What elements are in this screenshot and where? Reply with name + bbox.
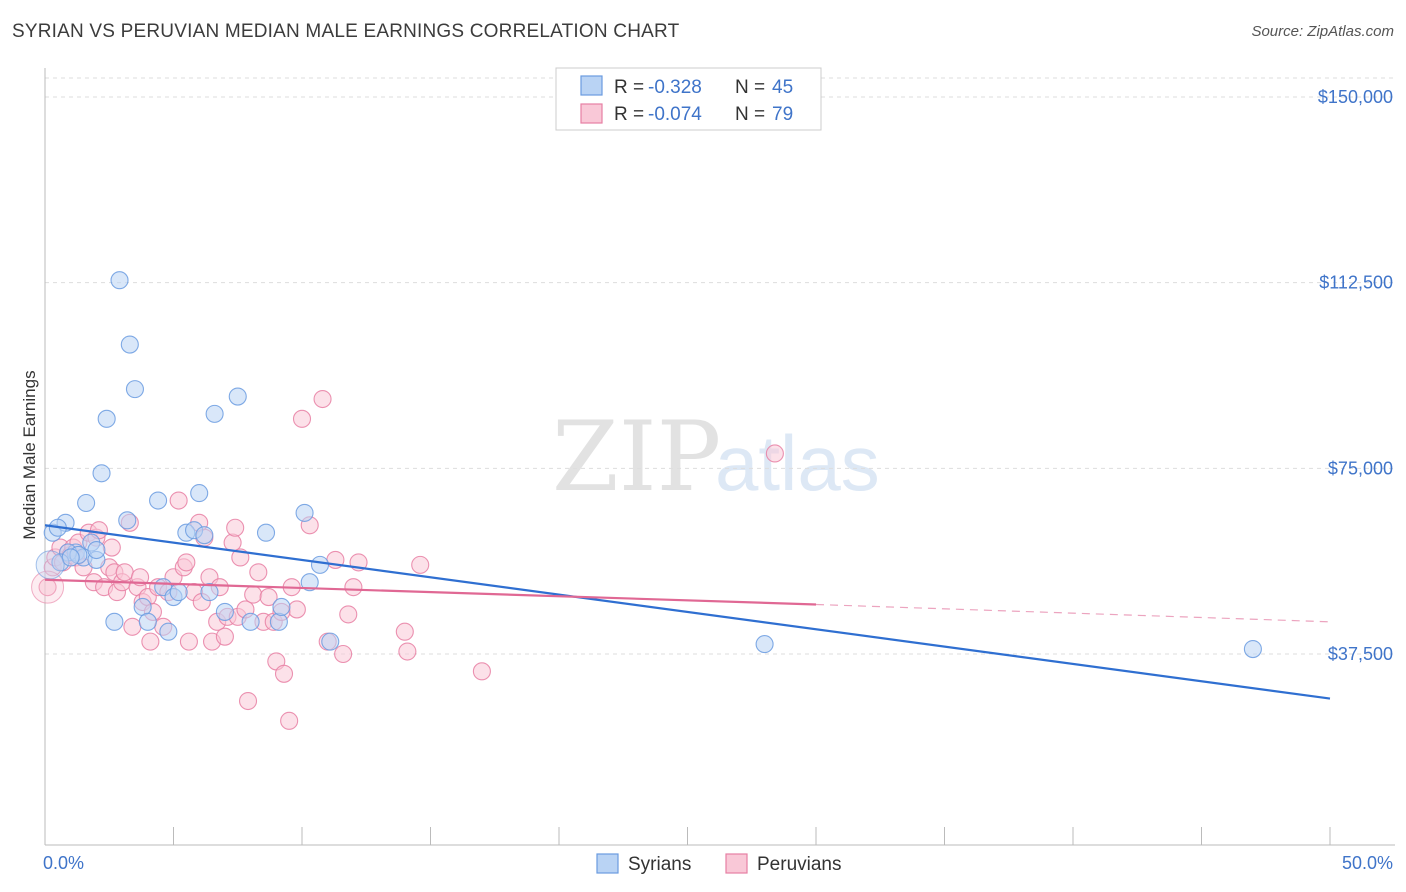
syrians-point (118, 511, 137, 530)
bottom-legend-swatch-peruvians (725, 853, 748, 874)
legend-r-label-peruvians: R = (614, 104, 644, 125)
legend-n-label-peruvians: N = (735, 104, 765, 125)
legend-n-value-syrians: 45 (772, 77, 793, 98)
peruvians-point (223, 533, 242, 552)
syrians-point (159, 622, 178, 641)
y-tick-label: $150,000 (1318, 87, 1393, 107)
peruvians-point (472, 662, 491, 681)
watermark-atlas: atlas (715, 419, 880, 507)
syrians-point (1243, 639, 1262, 659)
grid-lines (45, 77, 1395, 655)
legend-swatch-peruvians (580, 103, 603, 124)
syrians-trend-line-solid (44, 524, 1331, 700)
peruvians-point (274, 664, 294, 683)
legend-r-value-peruvians: -0.074 (648, 104, 702, 125)
peruvians-point (398, 642, 417, 661)
peruvians-point (238, 691, 258, 711)
syrians-point (755, 635, 774, 654)
syrians-points (35, 271, 1262, 659)
y-tick-labels: $37,500 $75,000 $112,500 $150,000 (1318, 87, 1393, 664)
bottom-legend-label-peruvians: Peruvians (757, 854, 842, 875)
bottom-legend-swatch-syrians (596, 853, 619, 874)
y-tick-label: $75,000 (1328, 458, 1393, 478)
syrians-point (295, 503, 314, 522)
peruvians-point (141, 632, 160, 651)
legend-n-label-syrians: N = (735, 77, 765, 98)
syrians-point (92, 464, 111, 483)
x-tick-label-start: 0.0% (43, 853, 84, 873)
syrians-point (310, 555, 330, 574)
trend-lines (44, 524, 1331, 700)
series-legend: Syrians Peruvians (596, 853, 842, 875)
axes (44, 68, 1395, 846)
peruvians-point (287, 600, 306, 619)
peruvians-point (131, 568, 150, 587)
peruvians-point (334, 644, 353, 664)
syrians-point (256, 523, 276, 542)
legend-swatch-syrians (580, 75, 603, 96)
chart-title: SYRIAN VS PERUVIAN MEDIAN MALE EARNINGS … (12, 21, 680, 42)
source-label: Source: ZipAtlas.com (1251, 23, 1394, 40)
peruvians-point (313, 389, 332, 409)
peruvians-point (215, 627, 234, 646)
bottom-legend-label-syrians: Syrians (628, 854, 691, 875)
peruvians-point (177, 553, 196, 572)
syrians-point (241, 612, 260, 631)
syrians-point (321, 632, 340, 651)
peruvians-point (102, 538, 121, 557)
syrians-point (215, 602, 234, 621)
syrians-point (120, 335, 139, 354)
peruvians-point (249, 563, 268, 582)
syrians-point (169, 583, 188, 602)
syrians-cluster-point (35, 550, 65, 580)
syrians-point (195, 526, 214, 545)
syrians-point (87, 540, 106, 560)
peruvians-point (292, 409, 312, 428)
legend-n-value-peruvians: 79 (772, 104, 793, 125)
syrians-point (110, 271, 129, 290)
legend-r-value-syrians: -0.328 (648, 77, 702, 98)
syrians-point (125, 380, 144, 399)
watermark-zip: ZIP (552, 401, 721, 513)
peruvians-point (226, 518, 245, 537)
syrians-point (205, 404, 224, 423)
syrians-point (269, 612, 288, 631)
watermark: ZIP atlas (552, 401, 880, 513)
peruvians-trend-line-solid (44, 578, 817, 606)
syrians-point (138, 612, 157, 631)
syrians-point (300, 573, 319, 592)
correlation-legend: R = -0.328 N = 45 R = -0.074 N = 79 (555, 67, 822, 131)
syrians-point (77, 493, 96, 513)
peruvians-point (244, 585, 263, 604)
syrians-point (97, 409, 116, 428)
peruvians-point (123, 617, 142, 636)
peruvians-point (765, 444, 784, 463)
legend-r-label-syrians: R = (614, 77, 644, 98)
y-tick-label: $112,500 (1319, 273, 1393, 293)
x-tick-labels: 0.0% 50.0% (43, 853, 1393, 873)
syrians-point (200, 583, 219, 602)
syrians-point (105, 612, 124, 631)
peruvians-point (395, 622, 414, 641)
y-axis-title: Median Male Earnings (20, 370, 39, 539)
peruvians-point (339, 605, 358, 624)
syrians-point (61, 548, 80, 567)
peruvians-point (280, 711, 299, 730)
peruvians-point (179, 632, 198, 651)
syrians-point (149, 491, 168, 510)
peruvians-point (259, 588, 278, 607)
peruvians-point (115, 563, 134, 582)
syrians-point (228, 387, 247, 406)
peruvians-point (411, 555, 430, 574)
peruvians-point (169, 491, 188, 510)
peruvians-point (344, 578, 363, 597)
syrians-point (190, 484, 209, 503)
syrians-point (272, 597, 291, 617)
peruvians-trend-line-dashed (815, 603, 1331, 623)
x-tick-label-end: 50.0% (1342, 853, 1393, 873)
y-tick-label: $37,500 (1328, 644, 1393, 664)
